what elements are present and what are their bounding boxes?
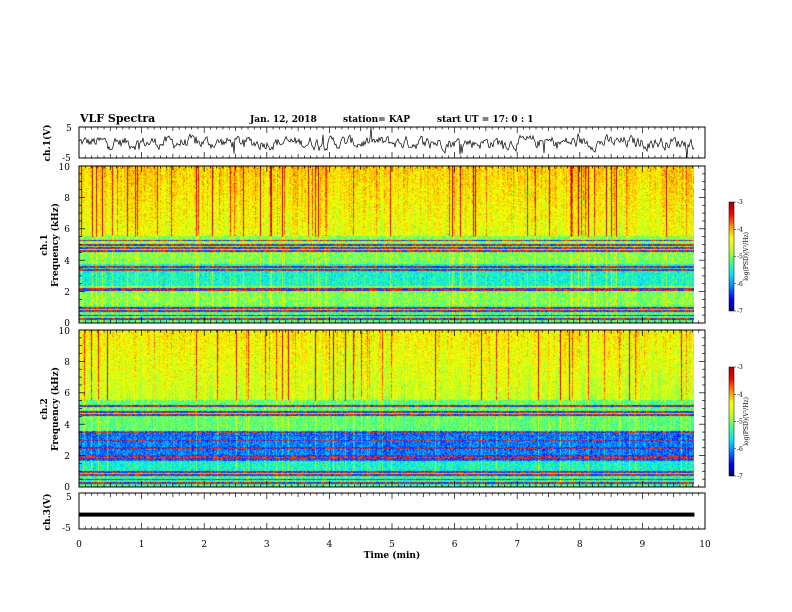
ch2-spectrogram-image — [79, 330, 694, 487]
x-tick-label: 3 — [264, 540, 270, 550]
ch2-spec-ylabel-line1: ch.2 — [40, 398, 50, 419]
colorbar-tick-label: -5 — [737, 254, 743, 261]
ch1-waveform-ylabel: ch.1(V) — [42, 125, 53, 162]
x-tick-labels: 0 1 2 3 4 5 6 7 8 9 10 — [76, 540, 711, 550]
ch2-spec-ytick-4: 4 — [64, 421, 70, 431]
ch1-colorbar: -3 -4 -5 -6 -7 log(PSD)(V²/Hz) — [728, 199, 750, 315]
x-tick-label: 6 — [452, 540, 458, 550]
ch2-spec-ytick-6: 6 — [64, 389, 70, 399]
x-tick-label: 1 — [139, 540, 145, 550]
spec1-raster — [79, 166, 694, 323]
x-tick-label: 4 — [327, 540, 333, 550]
colorbar-tick-label: -6 — [737, 281, 743, 288]
colorbar-gradient — [728, 201, 735, 312]
x-tick-label: 7 — [514, 540, 520, 550]
ch2-spectrogram-panel: 0 2 4 6 8 10 ch.2Frequency (kHz) -3-4-5-… — [40, 327, 750, 493]
ch1-spec-ytick-0: 0 — [64, 319, 70, 329]
colorbar-gradient — [728, 366, 735, 477]
ch1-spec-ytick-4: 4 — [64, 257, 70, 267]
ch3-waveform-ticks — [78, 493, 706, 529]
colorbar-tick-label: -5 — [737, 419, 743, 426]
ch1-spectrogram-panel: 0 2 4 6 8 10 ch.1Frequency (kHz) -3-4-5-… — [40, 163, 750, 329]
ch1-spec-ytick-2: 2 — [64, 288, 70, 298]
ch1-spec-ylabel-line2: Frequency (kHz) — [50, 203, 61, 287]
ch1-spectrogram-image — [79, 166, 694, 323]
ch3-ytick-bottom: -5 — [62, 524, 71, 534]
ch2-spec-ytick-2: 2 — [64, 452, 70, 462]
ch2-spec-ylabel: ch.2Frequency (kHz) — [40, 367, 61, 451]
spec2-raster — [79, 330, 694, 487]
colorbar-label: log(PSD)(V²/Hz) — [743, 397, 750, 446]
x-tick-label: 5 — [389, 540, 395, 550]
ch1-spec-ylabel-line1: ch.1 — [40, 234, 50, 255]
ch3-waveform-ylabel: ch.3(V) — [42, 494, 53, 531]
x-axis-label: Time (min) — [364, 550, 421, 561]
colorbar-tick-label: -6 — [737, 446, 743, 453]
start-time-label: start UT = 17: 0 : 1 — [437, 115, 534, 125]
x-tick-label: 8 — [577, 540, 583, 550]
ch1-spec-ytick-8: 8 — [64, 194, 70, 204]
ch3-ytick-top: 5 — [66, 493, 72, 503]
ch1-ytick-top: 5 — [66, 124, 72, 134]
date-label: Jan. 12, 2018 — [249, 115, 317, 125]
ch2-spec-ytick-8: 8 — [64, 358, 70, 368]
colorbar-tick-label: -4 — [737, 226, 743, 233]
x-tick-label: 10 — [699, 540, 711, 550]
ch1-spec-ytick-10: 10 — [59, 163, 71, 173]
figure-title: VLF Spectra — [79, 112, 155, 125]
ch1-spectrogram-ticks — [78, 165, 706, 324]
ch2-spec-ytick-10: 10 — [59, 327, 71, 337]
ch2-spectrogram-ticks — [78, 329, 706, 488]
colorbar-tick-label: -7 — [737, 308, 743, 315]
station-label: station= KAP — [343, 115, 410, 125]
ch3-waveform-panel: 5 -5 ch.3(V) 0 1 2 3 4 5 6 7 8 9 10 Time (min) — [42, 492, 711, 561]
ch1-waveform-panel: 5 -5 ch.1(V) — [42, 124, 706, 164]
ch1-waveform-ticks — [78, 127, 706, 158]
colorbar-tick-label: -7 — [737, 473, 743, 480]
x-tick-label: 9 — [640, 540, 646, 550]
colorbar-tick-label: -3 — [737, 364, 743, 371]
ch1-spec-ylabel-1: ch.1Frequency (kHz) — [40, 203, 61, 287]
ch1-ytick-bottom: -5 — [62, 154, 71, 164]
ch2-spec-ytick-0: 0 — [64, 483, 70, 493]
ch2-spec-ylabel-line2: Frequency (kHz) — [50, 367, 61, 451]
ch1-spec-ytick-6: 6 — [64, 225, 70, 235]
colorbar-tick-label: -3 — [737, 199, 743, 206]
ch1-waveform-line — [78, 127, 695, 158]
x-tick-label: 2 — [201, 540, 207, 550]
x-tick-label: 0 — [76, 540, 82, 550]
ch3-waveform-line — [79, 512, 695, 517]
ch2-colorbar: -3 -4 -5 -6 -7 log(PSD)(V²/Hz) — [728, 364, 750, 480]
colorbar-label: log(PSD)(V²/Hz) — [743, 232, 750, 281]
colorbar-tick-label: -4 — [737, 391, 743, 398]
